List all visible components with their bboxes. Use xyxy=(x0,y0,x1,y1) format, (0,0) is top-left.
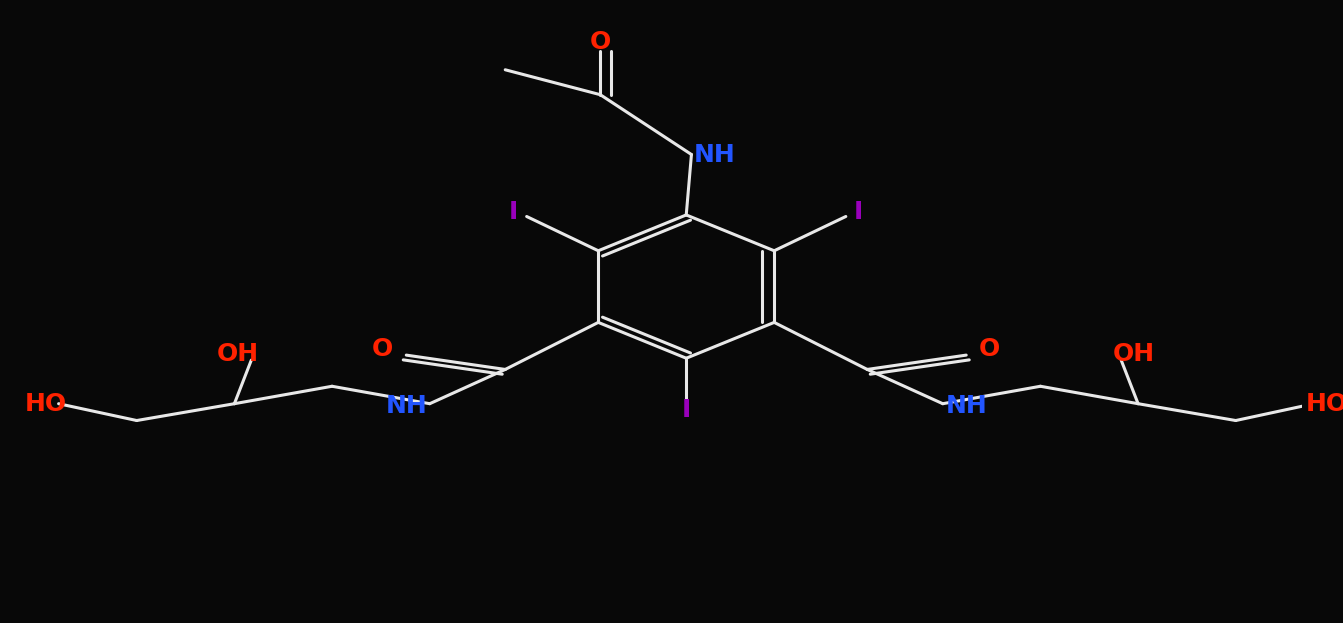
Text: O: O xyxy=(979,337,1001,361)
Text: NH: NH xyxy=(385,394,427,417)
Text: I: I xyxy=(682,398,690,422)
Text: O: O xyxy=(590,30,611,54)
Text: HO: HO xyxy=(1305,392,1343,416)
Text: I: I xyxy=(509,199,518,224)
Text: NH: NH xyxy=(694,143,736,166)
Text: OH: OH xyxy=(218,342,259,366)
Text: OH: OH xyxy=(1113,342,1155,366)
Text: NH: NH xyxy=(945,394,987,417)
Text: O: O xyxy=(372,337,393,361)
Text: I: I xyxy=(854,199,864,224)
Text: HO: HO xyxy=(24,392,67,416)
